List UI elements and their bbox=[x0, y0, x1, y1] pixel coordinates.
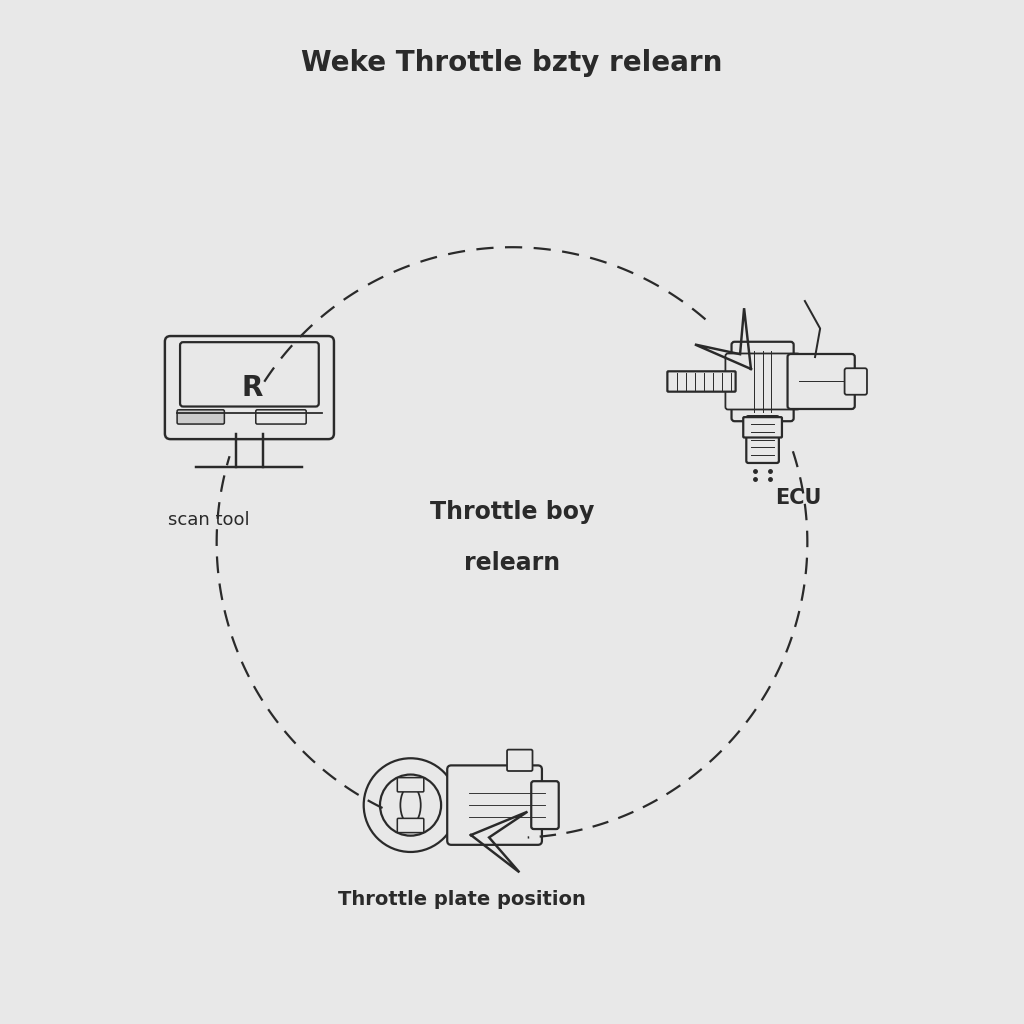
FancyBboxPatch shape bbox=[668, 372, 735, 391]
FancyBboxPatch shape bbox=[743, 417, 782, 437]
FancyBboxPatch shape bbox=[746, 416, 779, 463]
Text: Weke Throttle bzty relearn: Weke Throttle bzty relearn bbox=[301, 48, 723, 77]
FancyBboxPatch shape bbox=[845, 369, 867, 394]
Polygon shape bbox=[471, 812, 527, 872]
FancyBboxPatch shape bbox=[180, 342, 318, 407]
FancyBboxPatch shape bbox=[397, 777, 424, 792]
FancyBboxPatch shape bbox=[725, 353, 800, 410]
Text: R: R bbox=[242, 374, 263, 402]
Text: relearn: relearn bbox=[464, 551, 560, 574]
FancyBboxPatch shape bbox=[787, 354, 855, 409]
Text: Throttle plate position: Throttle plate position bbox=[338, 890, 586, 909]
FancyBboxPatch shape bbox=[165, 336, 334, 439]
FancyBboxPatch shape bbox=[507, 750, 532, 771]
FancyBboxPatch shape bbox=[256, 410, 306, 424]
Text: scan tool: scan tool bbox=[168, 511, 250, 528]
Text: Throttle boy: Throttle boy bbox=[430, 500, 594, 524]
FancyBboxPatch shape bbox=[731, 342, 794, 421]
FancyBboxPatch shape bbox=[177, 410, 224, 424]
FancyBboxPatch shape bbox=[447, 765, 542, 845]
FancyBboxPatch shape bbox=[397, 818, 424, 833]
Polygon shape bbox=[695, 308, 751, 369]
Circle shape bbox=[364, 758, 458, 852]
Text: ECU: ECU bbox=[775, 487, 821, 508]
Circle shape bbox=[380, 774, 441, 836]
Ellipse shape bbox=[400, 785, 421, 824]
FancyBboxPatch shape bbox=[531, 781, 559, 829]
